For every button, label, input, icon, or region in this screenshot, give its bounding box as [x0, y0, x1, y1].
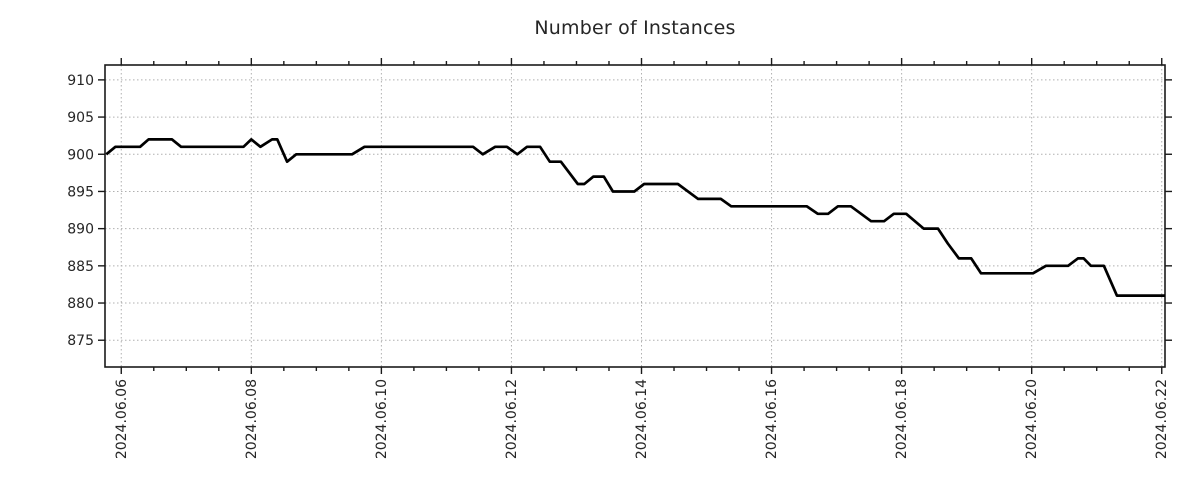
y-tick-label: 895	[67, 184, 94, 200]
y-tick-label: 905	[67, 110, 94, 126]
x-tick-label: 2024.06.14	[634, 379, 650, 459]
x-tick-label: 2024.06.20	[1024, 379, 1040, 459]
x-tick-label: 2024.06.16	[764, 379, 780, 459]
y-tick-label: 900	[67, 147, 94, 163]
x-tick-label: 2024.06.18	[894, 379, 910, 459]
y-tick-label: 910	[67, 73, 94, 89]
series-line-instances	[105, 138, 1165, 297]
chart-title: Number of Instances	[534, 17, 736, 39]
y-tick-label: 885	[67, 259, 94, 275]
x-tick-label: 2024.06.06	[114, 379, 130, 459]
x-tick-label: 2024.06.22	[1154, 379, 1170, 459]
x-tick-label: 2024.06.10	[374, 379, 390, 459]
y-tick-label: 880	[67, 296, 94, 312]
x-tick-label: 2024.06.12	[504, 379, 520, 459]
plot-border	[104, 64, 1166, 368]
y-tick-label: 890	[67, 222, 94, 238]
x-tick-label: 2024.06.08	[244, 379, 260, 459]
y-tick-label: 875	[67, 333, 94, 349]
